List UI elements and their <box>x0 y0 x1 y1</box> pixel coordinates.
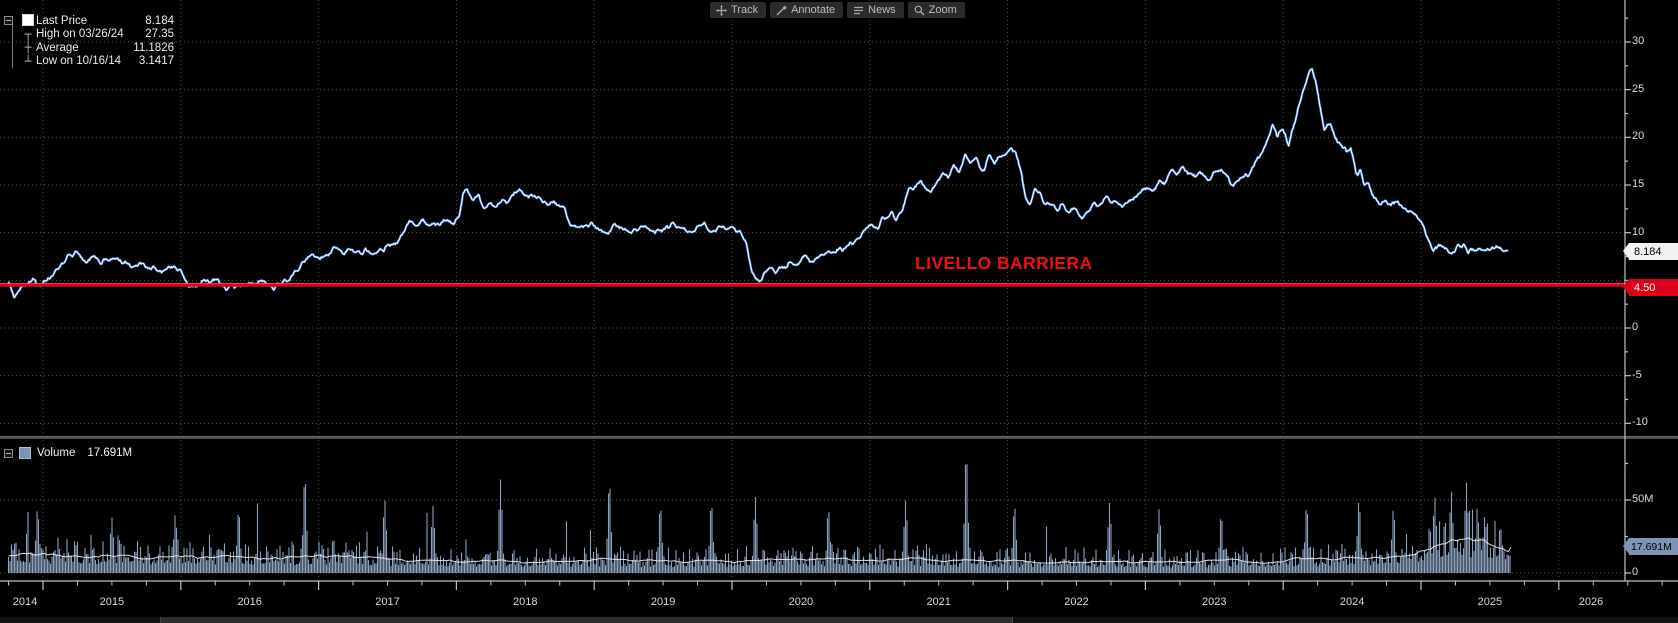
pencil-icon <box>776 5 787 15</box>
legend-row-low[interactable]: ┴ Low on 10/16/14 3.1417 <box>4 55 174 69</box>
barrier-axis-badge: 4.50 <box>1623 279 1678 296</box>
high-label: High on 03/26/24 <box>36 28 124 41</box>
x-axis-year-2020: 2020 <box>788 596 814 608</box>
average-marker-icon: ┼ <box>24 41 32 55</box>
low-marker-icon: ┴ <box>24 54 32 68</box>
price-axis-label-20: 20 <box>1632 130 1645 143</box>
legend-row-last-price[interactable]: Last Price 8.184 <box>4 13 174 28</box>
volume-legend[interactable]: Volume 17.691M <box>4 447 132 459</box>
average-label: Average <box>36 41 79 54</box>
volume-expander-icon[interactable] <box>4 448 13 458</box>
legend-row-high[interactable]: ┬ High on 03/26/24 27.35 <box>4 28 174 42</box>
volume-axis-label-50M: 50M <box>1632 493 1654 505</box>
chart-toolbar: Track Annotate News Zoom <box>710 2 965 18</box>
zoom-button[interactable]: Zoom <box>907 2 965 18</box>
x-axis-year-2024: 2024 <box>1339 596 1365 608</box>
x-axis-year-2019: 2019 <box>650 596 676 608</box>
x-axis-year-2023: 2023 <box>1202 596 1227 608</box>
volume-value: 17.691M <box>87 447 133 459</box>
x-axis-year-2017: 2017 <box>375 596 400 608</box>
scrollbar-thumb[interactable] <box>160 617 1013 623</box>
price-axis-label-30: 30 <box>1632 35 1645 47</box>
news-lines-icon <box>854 6 864 14</box>
x-axis-year-2021: 2021 <box>926 596 951 608</box>
low-value: 3.1417 <box>138 55 174 68</box>
x-axis-year-2022: 2022 <box>1064 596 1089 608</box>
last-price-label: Last Price <box>36 14 88 27</box>
magnifier-icon <box>914 5 925 16</box>
x-axis-year-2025: 2025 <box>1477 596 1503 608</box>
price-axis-label--10: -10 <box>1632 416 1648 429</box>
average-value: 11.1826 <box>133 41 174 54</box>
price-legend: Last Price 8.184 ┬ High on 03/26/24 27.3… <box>4 13 174 69</box>
high-marker-icon: ┬ <box>24 27 32 41</box>
last-price-value: 8.184 <box>145 14 174 27</box>
volume-label: Volume <box>37 447 76 459</box>
collapse-expander-icon[interactable] <box>4 16 13 26</box>
x-axis-year-2016: 2016 <box>237 596 262 608</box>
track-icon <box>716 4 727 16</box>
high-value: 27.35 <box>145 28 174 41</box>
legend-tree-line <box>12 22 13 68</box>
x-axis-year-2014: 2014 <box>12 596 38 608</box>
track-button-label: Track <box>731 3 759 16</box>
low-label: Low on 10/16/14 <box>36 55 122 68</box>
track-button[interactable]: Track <box>710 2 767 18</box>
last-price-swatch <box>22 13 34 26</box>
price-axis-label-25: 25 <box>1632 82 1645 95</box>
x-axis-year-2015: 2015 <box>99 596 125 608</box>
news-button[interactable]: News <box>847 2 904 18</box>
last-price-axis-badge: 8.184 <box>1623 243 1678 260</box>
volume-swatch <box>19 447 31 459</box>
horizontal-scrollbar[interactable] <box>0 617 1678 623</box>
volume-axis-label-0: 0 <box>1632 566 1639 578</box>
zoom-button-label: Zoom <box>928 3 957 16</box>
x-axis-year-2018: 2018 <box>513 596 538 608</box>
barrier-annotation: LIVELLO BARRIERA <box>915 253 1093 273</box>
annotate-button-label: Annotate <box>791 3 836 16</box>
news-button-label: News <box>868 3 896 16</box>
x-axis-year-2026: 2026 <box>1578 596 1604 608</box>
annotate-button[interactable]: Annotate <box>770 2 844 18</box>
price-axis-label-15: 15 <box>1632 178 1645 190</box>
price-axis-label-10: 10 <box>1632 225 1645 238</box>
volume-axis-badge: 17.691M <box>1623 538 1678 555</box>
legend-row-average[interactable]: ┼ Average 11.1826 <box>4 41 174 55</box>
price-axis-label--5: -5 <box>1632 368 1642 381</box>
price-axis-label-0: 0 <box>1632 321 1639 333</box>
